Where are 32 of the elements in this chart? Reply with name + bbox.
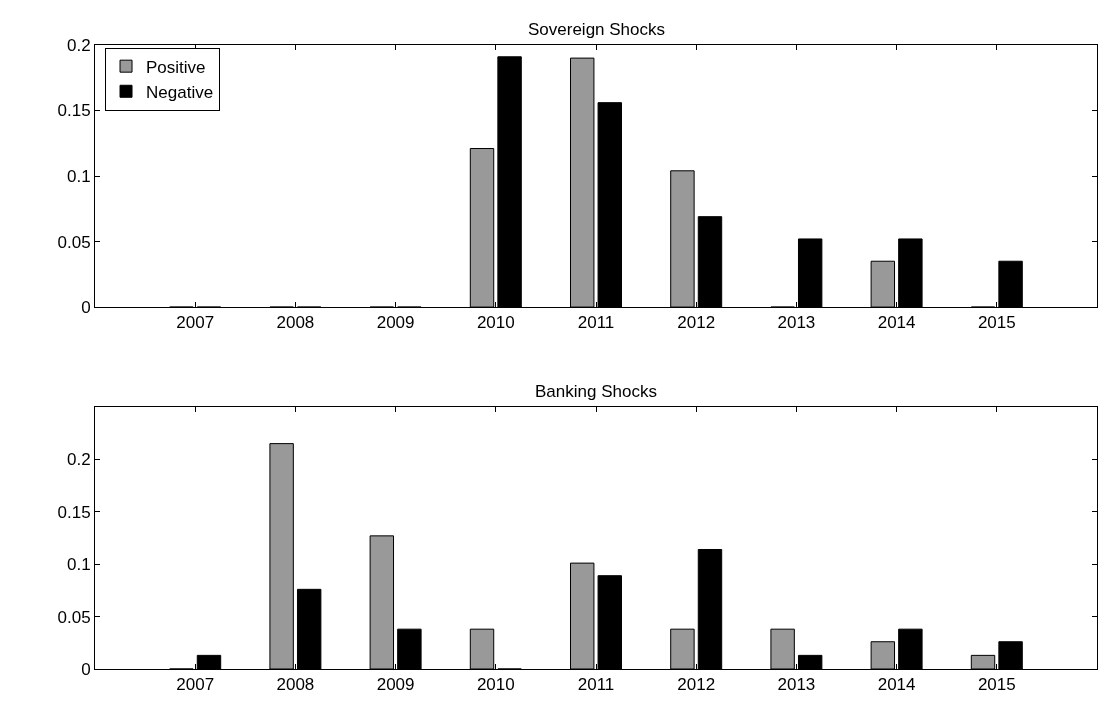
y-tick-label: 0	[81, 298, 91, 318]
y-tick-label: 0.15	[57, 502, 91, 522]
x-tick-label: 2009	[376, 313, 415, 333]
x-tick-label: 2008	[276, 675, 315, 695]
x-tick-label: 2014	[877, 675, 916, 695]
y-tick-label: 0.1	[66, 166, 91, 186]
x-tick-label: 2007	[176, 313, 215, 333]
y-tick-label: 0.05	[57, 232, 91, 252]
x-tick-label: 2008	[276, 313, 315, 333]
chart-title: Sovereign Shocks	[528, 20, 666, 39]
legend-label: Negative	[146, 82, 214, 102]
x-tick-label: 2010	[476, 313, 515, 333]
y-tick-label: 0.15	[57, 101, 91, 121]
x-tick-label: 2012	[677, 313, 716, 333]
legend-label: Positive	[146, 57, 206, 77]
y-tick-label: 0.2	[66, 450, 91, 470]
x-tick-label: 2012	[677, 675, 716, 695]
y-tick-label: 0.05	[57, 607, 91, 627]
x-tick-label: 2014	[877, 313, 916, 333]
x-tick-label: 2011	[577, 675, 615, 695]
x-tick-label: 2007	[176, 675, 215, 695]
x-tick-label: 2011	[577, 313, 615, 333]
y-tick-label: 0.1	[66, 555, 91, 575]
x-tick-label: 2010	[476, 675, 515, 695]
x-tick-label: 2015	[977, 313, 1016, 333]
chart-title: Banking Shocks	[535, 382, 657, 401]
x-tick-label: 2009	[376, 675, 415, 695]
x-tick-label: 2013	[777, 313, 816, 333]
x-tick-label: 2013	[777, 675, 816, 695]
x-tick-label: 2015	[977, 675, 1016, 695]
y-tick-label: 0.2	[66, 35, 91, 55]
y-tick-label: 0	[81, 659, 91, 679]
